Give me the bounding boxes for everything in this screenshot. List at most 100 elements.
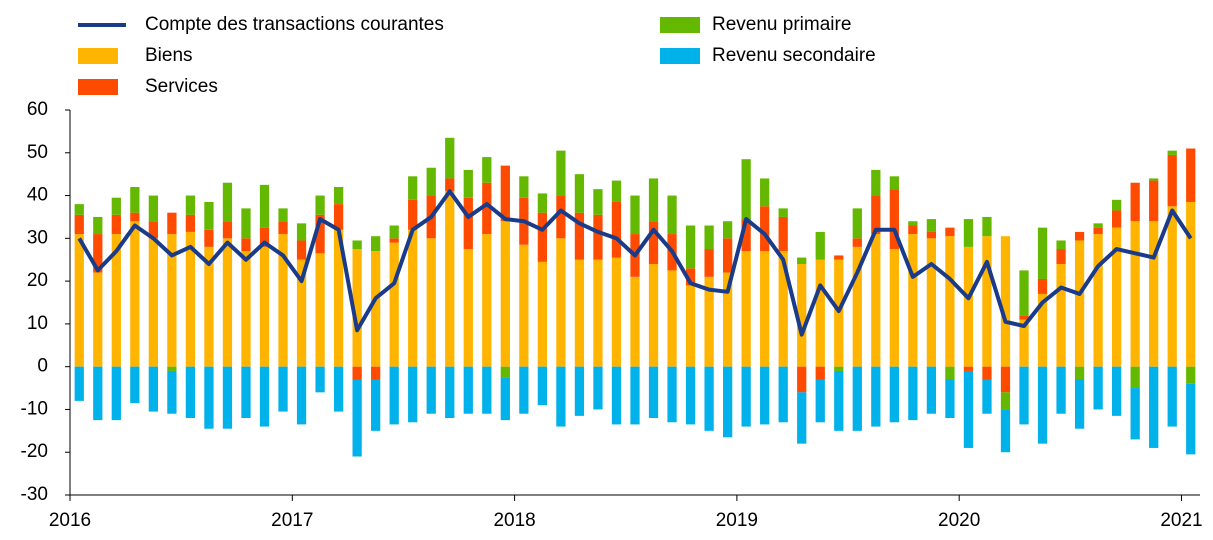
- bar-segment: [908, 225, 918, 235]
- bar-segment: [945, 379, 955, 418]
- bar-segment: [93, 216, 103, 235]
- bar-segment: [1149, 366, 1159, 448]
- bar-segment: [463, 366, 473, 414]
- bar-segment: [389, 242, 399, 367]
- bar-segment: [1130, 182, 1140, 222]
- bar-segment: [982, 236, 992, 367]
- bar-segment: [722, 238, 733, 273]
- bar-segment: [741, 219, 751, 252]
- bar-segment: [333, 187, 344, 205]
- bar-segment: [445, 366, 455, 418]
- bar-segment: [1056, 264, 1066, 367]
- bar-segment: [482, 234, 492, 367]
- bar-segment: [296, 240, 307, 260]
- bar-segment: [889, 176, 899, 190]
- x-tick-label: 2019: [716, 510, 758, 531]
- bar-segment: [778, 251, 788, 367]
- bar-segment: [778, 366, 788, 423]
- bar-segment: [241, 238, 251, 252]
- bar-segment: [593, 189, 603, 215]
- bar-segment: [982, 366, 992, 380]
- bar-segment: [593, 259, 603, 367]
- bar-segment: [704, 366, 714, 431]
- bar-segment: [148, 195, 158, 222]
- bar-segment: [1149, 178, 1159, 181]
- bar-segment: [426, 366, 436, 414]
- bar-segment: [871, 195, 881, 235]
- bar-segment: [1000, 409, 1011, 453]
- bar-segment: [945, 227, 955, 237]
- bar-segment: [463, 169, 473, 198]
- bar-segment: [982, 379, 992, 414]
- bar-segment: [871, 169, 881, 196]
- bar-segment: [130, 366, 140, 404]
- bar-segment: [278, 366, 288, 412]
- bar-segment: [204, 229, 214, 247]
- bar-segment: [1056, 240, 1066, 250]
- bar-segment: [852, 246, 862, 367]
- bar-segment: [1112, 366, 1122, 416]
- bar-segment: [93, 234, 103, 273]
- bar-segment: [611, 180, 622, 202]
- bar-segment: [185, 214, 196, 232]
- bar-segment: [537, 193, 548, 213]
- bar-segment: [537, 261, 548, 367]
- bar-segment: [1000, 392, 1011, 410]
- bar-segment: [648, 264, 659, 367]
- y-tick-label: 60: [27, 99, 48, 120]
- bar-segment: [1093, 227, 1103, 235]
- bar-segment: [371, 379, 381, 431]
- bar-segment: [926, 366, 937, 414]
- bar-segment: [1112, 210, 1122, 228]
- bar-segment: [834, 370, 844, 431]
- bar-segment: [963, 246, 974, 367]
- bar-segment: [1037, 366, 1048, 444]
- bar-segment: [722, 272, 733, 367]
- bar-segment: [963, 370, 974, 448]
- bar-segment: [500, 221, 510, 367]
- bar-segment: [500, 366, 510, 378]
- bar-segment: [111, 214, 121, 235]
- bar-segment: [815, 379, 825, 423]
- bar-segment: [889, 366, 899, 423]
- bar-segment: [760, 251, 770, 367]
- bar-segment: [1093, 234, 1103, 367]
- bar-segment: [778, 216, 788, 252]
- bar-segment: [1074, 231, 1085, 241]
- bar-segment: [963, 219, 974, 247]
- bar-segment: [556, 150, 566, 196]
- bar-segment: [352, 366, 362, 380]
- bar-segment: [685, 225, 696, 269]
- bar-segment: [574, 212, 585, 260]
- x-tick-label: 2020: [938, 510, 980, 531]
- bar-segment: [352, 379, 362, 457]
- legend-swatch: [78, 48, 118, 64]
- bar-segment: [611, 201, 622, 258]
- bar-segment: [1074, 240, 1085, 367]
- bar-segment: [371, 251, 381, 367]
- bar-segment: [1056, 249, 1066, 264]
- bar-segment: [1186, 201, 1196, 367]
- bar-segment: [74, 214, 84, 235]
- bar-segment: [1037, 278, 1048, 294]
- bar-segment: [556, 238, 566, 367]
- bar-segment: [408, 366, 418, 423]
- bar-segment: [519, 176, 529, 198]
- bar-segment: [648, 221, 659, 264]
- bar-segment: [611, 257, 622, 367]
- bar-segment: [815, 231, 825, 260]
- bar-segment: [296, 259, 307, 367]
- bar-segment: [704, 249, 714, 277]
- bar-segment: [834, 259, 844, 367]
- bar-segment: [760, 206, 770, 252]
- bar-segment: [371, 236, 381, 252]
- bar-segment: [704, 225, 714, 250]
- bar-segment: [204, 366, 214, 429]
- bar-segment: [537, 366, 548, 406]
- bar-segment: [1167, 366, 1177, 427]
- bar-segment: [908, 234, 918, 367]
- y-tick-label: 50: [27, 142, 48, 163]
- y-tick-label: 20: [27, 270, 48, 291]
- legend-swatch: [660, 48, 700, 64]
